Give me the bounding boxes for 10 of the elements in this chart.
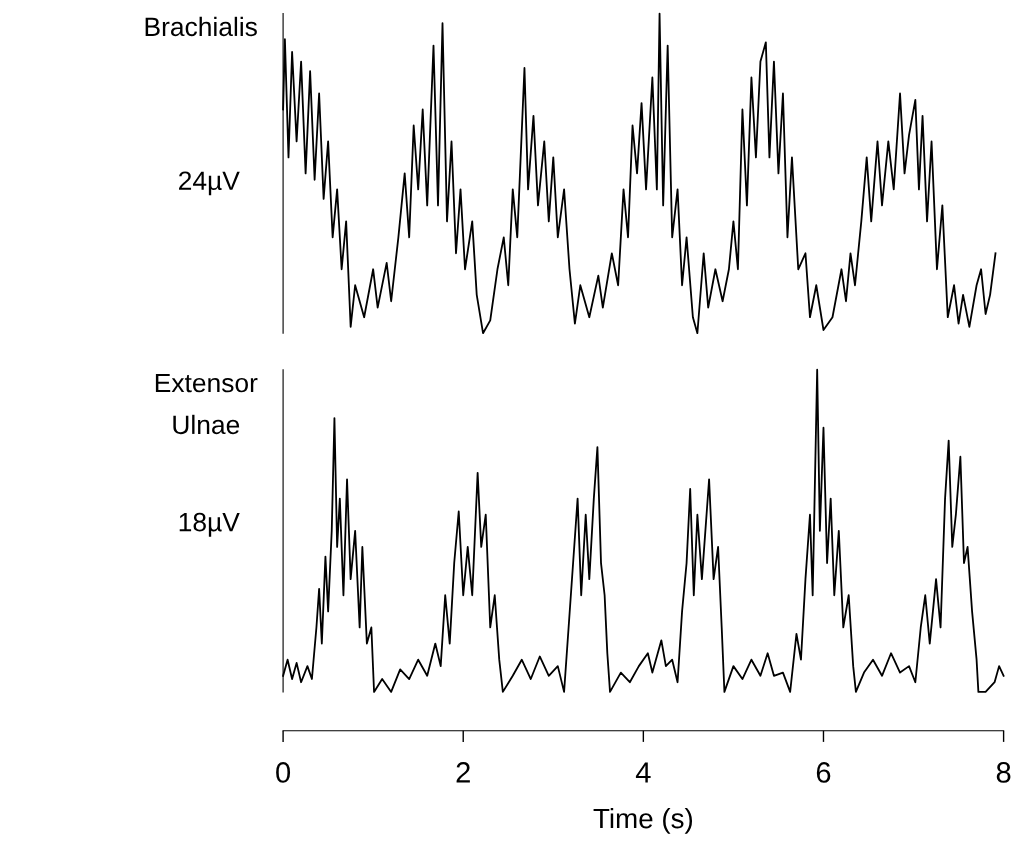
x-tick-label: 8: [996, 762, 1011, 783]
y-axis-title: Brachialis: [145, 16, 257, 37]
x-axis-title: Time (s): [593, 807, 693, 834]
text: 24µV: [179, 171, 240, 196]
text: 18µV: [179, 512, 240, 537]
y-axis-title: Extensor Ulnae: [155, 373, 258, 435]
x-tick-label: 4: [635, 762, 651, 783]
x-tick-label: 0: [276, 762, 291, 783]
x-tick-label: 2: [456, 762, 470, 783]
x-tick-label: 6: [816, 762, 831, 783]
